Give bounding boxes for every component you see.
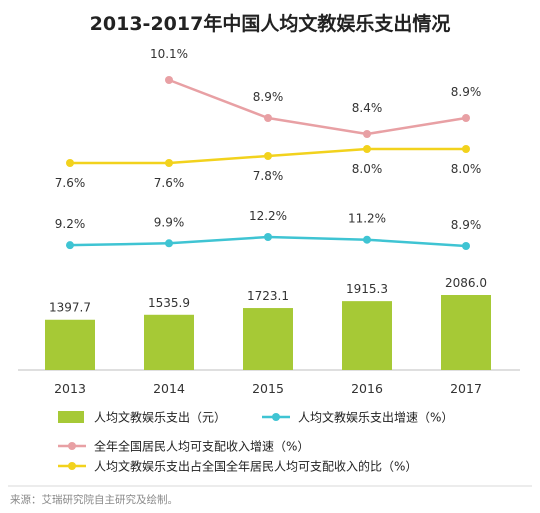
expenditure-growth-point-2016 (363, 235, 371, 244)
bar-label-2017: 2086.0 (445, 276, 487, 290)
income-growth-point-2016 (363, 130, 371, 138)
legend-marker-1 (272, 413, 280, 421)
expenditure-ratio-point-2013 (66, 159, 74, 167)
x-tick-2013: 2013 (54, 381, 86, 396)
bar-label-2014: 1535.9 (148, 296, 190, 310)
income-growth-label-2014: 10.1% (150, 47, 188, 61)
bar-2013 (45, 319, 95, 370)
expenditure-growth-point-2013 (66, 241, 74, 250)
bar-2015 (243, 308, 293, 370)
income-growth-point-2017 (462, 114, 470, 122)
expenditure-ratio-label-2015: 7.8% (253, 169, 284, 183)
expenditure-growth-label-2014: 9.9% (154, 215, 185, 229)
legend-label-1: 人均文教娱乐支出增速（%） (298, 410, 453, 425)
expenditure-ratio-label-2016: 8.0% (352, 162, 383, 176)
x-tick-2016: 2016 (351, 381, 383, 396)
income-growth-label-2016: 8.4% (352, 101, 383, 115)
income-growth-point-2014 (165, 76, 173, 84)
income-growth-label-2015: 8.9% (253, 90, 284, 104)
x-tick-2015: 2015 (252, 381, 284, 396)
expenditure-ratio-point-2014 (165, 159, 173, 167)
expenditure-ratio-point-2016 (363, 145, 371, 153)
expenditure-growth-label-2017: 8.9% (451, 218, 482, 232)
expenditure-ratio-point-2017 (462, 145, 470, 153)
expenditure-ratio-label-2013: 7.6% (55, 176, 86, 190)
legend-label-2: 全年全国居民人均可支配收入增速（%） (94, 439, 309, 454)
expenditure-ratio-label-2014: 7.6% (154, 176, 185, 190)
expenditure-growth-label-2013: 9.2% (55, 217, 86, 231)
bar-label-2013: 1397.7 (49, 301, 91, 315)
income-growth-point-2015 (264, 114, 272, 122)
legend-swatch-0 (58, 411, 84, 423)
legend-marker-3 (68, 462, 76, 470)
expenditure-growth-point-2015 (264, 233, 272, 241)
expenditure-ratio-label-2017: 8.0% (451, 162, 482, 176)
bar-2014 (144, 314, 194, 370)
legend-label-3: 人均文教娱乐支出占全国全年居民人均可支配收入的比（%） (94, 459, 417, 474)
legend: 人均文教娱乐支出（元） 人均文教娱乐支出增速（%） 全年全国居民人均可支配收入增速（… (58, 410, 453, 474)
legend-marker-2 (68, 442, 76, 450)
expenditure-ratio-point-2015 (264, 152, 272, 160)
expenditure-growth-point-2017 (462, 242, 470, 250)
income-growth-label-2017: 8.9% (451, 85, 482, 99)
x-tick-2017: 2017 (450, 381, 482, 396)
bar-2017 (441, 295, 491, 370)
chart-title: 2013-2017年中国人均文教娱乐支出情况 (90, 12, 451, 35)
income-growth-line (168, 78, 467, 136)
x-tick-2014: 2014 (153, 381, 185, 396)
legend-label-0: 人均文教娱乐支出（元） (94, 410, 226, 425)
expenditure-growth-label-2016: 11.2% (348, 212, 386, 226)
expenditure-growth-point-2014 (165, 239, 173, 248)
source-note: 来源：艾瑞研究院自主研究及绘制。 (10, 493, 178, 506)
plot-area: 1397.7 1535.9 1723.1 1915.3 2086.0 2013 2014 20… (18, 47, 520, 396)
bar-label-2016: 1915.3 (346, 282, 388, 296)
expenditure-growth-label-2015: 12.2% (249, 209, 287, 223)
bar-label-2015: 1723.1 (247, 289, 289, 303)
bar-2016 (342, 301, 392, 370)
